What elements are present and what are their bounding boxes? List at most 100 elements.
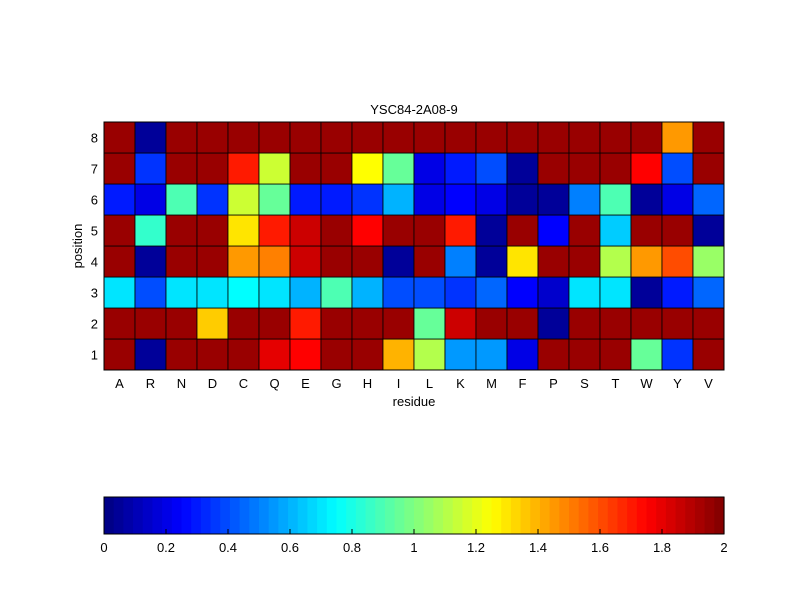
heatmap-cell — [568, 152, 601, 185]
colorbar-segment — [375, 497, 386, 534]
colorbar-segment — [414, 497, 425, 534]
heatmap-cell — [227, 307, 260, 340]
heatmap-cell — [444, 245, 477, 278]
heatmap-cell — [506, 276, 539, 309]
heatmap-cell — [444, 276, 477, 309]
heatmap-cell — [134, 121, 167, 154]
heatmap-cell — [382, 121, 415, 154]
colorbar-segment — [365, 497, 376, 534]
colorbar-segment — [462, 497, 473, 534]
colorbar-segment — [336, 497, 347, 534]
heatmap-cell — [568, 245, 601, 278]
heatmap-cell — [413, 307, 446, 340]
heatmap-cell — [599, 245, 632, 278]
heatmap-cell — [320, 245, 353, 278]
heatmap-cell — [661, 183, 694, 216]
heatmap-cell — [568, 183, 601, 216]
heatmap-cell — [103, 276, 136, 309]
heatmap-cell — [537, 307, 570, 340]
colorbar-tick-label: 1.2 — [467, 540, 485, 555]
heatmap-cell — [320, 276, 353, 309]
heatmap-cell — [537, 152, 570, 185]
x-tick-label: F — [519, 376, 527, 391]
colorbar-segment — [181, 497, 192, 534]
heatmap-cell — [661, 214, 694, 247]
colorbar-segment — [259, 497, 270, 534]
heatmap-cell — [506, 214, 539, 247]
heatmap-cell — [506, 338, 539, 371]
heatmap-cell — [444, 183, 477, 216]
heatmap-cell — [258, 307, 291, 340]
colorbar-segment — [133, 497, 144, 534]
heatmap-cell — [537, 338, 570, 371]
heatmap-cell — [258, 121, 291, 154]
heatmap-cell — [165, 121, 198, 154]
heatmap-cell — [134, 214, 167, 247]
colorbar-segment — [598, 497, 609, 534]
colorbar-tick-label: 0.6 — [281, 540, 299, 555]
colorbar-segment — [636, 497, 648, 534]
heatmap-cell — [475, 121, 508, 154]
heatmap-cell — [289, 121, 322, 154]
heatmap-cell — [568, 276, 601, 309]
heatmap-cell — [444, 214, 477, 247]
heatmap-cell — [568, 338, 601, 371]
heatmap-cell — [134, 338, 167, 371]
colorbar-segment — [549, 497, 560, 534]
x-tick-label: E — [301, 376, 310, 391]
heatmap-cell — [537, 183, 570, 216]
colorbar-segment — [191, 497, 202, 534]
heatmap-cell — [630, 183, 663, 216]
heatmap-cell — [351, 152, 384, 185]
heatmap-cell — [599, 276, 632, 309]
heatmap-cell — [661, 338, 694, 371]
heatmap-cell — [413, 152, 446, 185]
heatmap-cell — [320, 183, 353, 216]
heatmap-cell — [320, 152, 353, 185]
heatmap-cell — [630, 245, 663, 278]
colorbar-segment — [210, 497, 221, 534]
heatmap-cell — [599, 338, 632, 371]
heatmap-cell — [506, 121, 539, 154]
heatmap-cell — [568, 121, 601, 154]
heatmap-cell — [599, 307, 632, 340]
colorbar-segment — [510, 497, 522, 534]
heatmap-cell — [475, 152, 508, 185]
heatmap-cell — [382, 214, 415, 247]
heatmap-cell — [258, 183, 291, 216]
colorbar-tick-label: 2 — [720, 540, 727, 555]
heatmap-cell — [599, 183, 632, 216]
heatmap-cell — [444, 121, 477, 154]
heatmap-cell — [599, 152, 632, 185]
heatmap-cell — [413, 276, 446, 309]
heatmap-cell — [475, 214, 508, 247]
colorbar-segment — [569, 497, 580, 534]
heatmap-cell — [134, 276, 167, 309]
heatmap-cell — [351, 183, 384, 216]
colorbar-segment — [297, 497, 309, 534]
y-tick-label: 8 — [91, 131, 98, 146]
heatmap-cell — [537, 121, 570, 154]
colorbar-segment — [249, 497, 260, 534]
colorbar-segment — [578, 497, 589, 534]
colorbar-segment — [481, 497, 493, 534]
y-axis-label: position — [70, 224, 85, 269]
heatmap-cell — [444, 307, 477, 340]
colorbar-segment — [142, 497, 154, 534]
heatmap-cell — [599, 121, 632, 154]
heatmap-cell — [413, 214, 446, 247]
colorbar-segment — [288, 497, 299, 534]
heatmap-cell — [351, 214, 384, 247]
heatmap-cell — [661, 245, 694, 278]
colorbar-segment — [171, 497, 183, 534]
heatmap-cell — [351, 307, 384, 340]
heatmap-cell — [630, 214, 663, 247]
colorbar-segment — [268, 497, 279, 534]
heatmap-cell — [506, 245, 539, 278]
heatmap-cell — [165, 338, 198, 371]
heatmap-cell — [568, 214, 601, 247]
colorbar-segment — [694, 497, 706, 534]
heatmap-cell — [103, 183, 136, 216]
heatmap-cell — [165, 152, 198, 185]
heatmap-cell — [630, 276, 663, 309]
